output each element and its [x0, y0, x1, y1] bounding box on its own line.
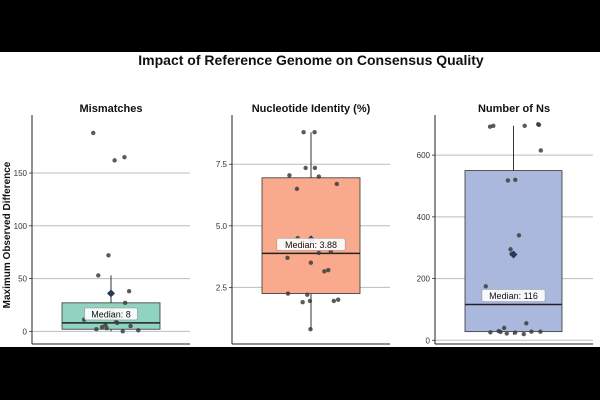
- data-point: [504, 331, 509, 336]
- mean-marker: [107, 289, 115, 298]
- y-tick-label: 200: [417, 275, 431, 284]
- median-label: Median: 8: [91, 309, 131, 319]
- data-point: [521, 331, 526, 337]
- y-tick-label: 0: [23, 327, 28, 336]
- data-point: [300, 299, 305, 305]
- data-point: [106, 253, 111, 258]
- median-label-box: [84, 307, 138, 321]
- y-tick-label: 150: [14, 169, 28, 178]
- chart-title: Impact of Reference Genome on Consensus …: [138, 52, 484, 68]
- data-point: [529, 329, 534, 334]
- data-point: [505, 178, 511, 183]
- panel-3: Number of Ns 0 200 400 600 Median: 116: [417, 103, 593, 345]
- panel-title: Nucleotide Identity (%): [252, 103, 371, 115]
- data-point: [316, 174, 322, 179]
- data-point: [308, 327, 313, 332]
- box-plot-chart: Impact of Reference Genome on Consensus …: [2, 52, 593, 345]
- y-tick-label: 0: [426, 336, 431, 345]
- data-point: [536, 122, 542, 128]
- mean-marker: [509, 250, 518, 259]
- data-point: [136, 328, 141, 333]
- data-point: [326, 267, 331, 273]
- panel-title: Mismatches: [80, 103, 143, 115]
- data-point: [303, 165, 308, 171]
- data-point: [508, 247, 513, 252]
- median-label: Median: 116: [489, 291, 538, 301]
- y-tick-label: 100: [14, 222, 28, 231]
- data-point: [305, 292, 310, 297]
- panel-title: Number of Ns: [478, 103, 550, 115]
- panel-2: Nucleotide Identity (%) 2.5 5.0 7.5 Median: …: [216, 103, 390, 345]
- panel-1: Mismatches 0 50 100 150 Median: 8: [14, 103, 190, 345]
- data-point: [524, 321, 529, 326]
- data-point: [498, 329, 503, 335]
- data-point: [513, 177, 518, 183]
- data-point: [488, 330, 493, 335]
- data-point: [538, 148, 543, 153]
- data-point: [312, 130, 317, 135]
- y-axis-label: Maximum Observed Difference: [2, 161, 13, 308]
- data-point: [516, 233, 522, 238]
- data-point: [128, 323, 133, 329]
- panels: Mismatches 0 50 100 150 Median: 8 Nucleotide I…: [14, 103, 593, 345]
- data-point: [285, 291, 291, 296]
- median-label-box: [481, 289, 546, 302]
- data-point: [285, 255, 290, 261]
- data-point: [287, 173, 292, 178]
- y-tick-label: 50: [18, 275, 27, 284]
- data-point: [126, 289, 132, 294]
- data-point: [522, 123, 527, 129]
- data-point: [501, 325, 507, 331]
- data-point: [487, 124, 493, 129]
- y-tick-label: 5.0: [216, 222, 228, 231]
- data-point: [331, 298, 337, 304]
- data-point: [104, 325, 109, 331]
- data-point: [316, 250, 322, 256]
- data-point: [301, 130, 306, 135]
- data-point: [335, 297, 341, 302]
- data-point: [91, 130, 96, 136]
- data-point: [120, 329, 125, 334]
- data-point: [308, 260, 314, 265]
- median-label: Median: 3.88: [285, 240, 337, 250]
- y-tick-label: 7.5: [216, 160, 228, 169]
- y-tick-label: 2.5: [216, 283, 228, 292]
- y-tick-label: 400: [417, 213, 431, 222]
- data-point: [513, 330, 518, 335]
- data-point: [312, 165, 318, 171]
- data-point: [122, 155, 127, 160]
- y-tick-label: 600: [417, 151, 431, 160]
- data-point: [96, 273, 101, 278]
- data-point: [334, 181, 339, 187]
- data-point: [94, 327, 99, 332]
- median-label-box: [276, 238, 346, 251]
- data-point: [112, 158, 117, 163]
- figure-area: Impact of Reference Genome on Consensus …: [0, 52, 600, 347]
- data-point: [322, 269, 327, 274]
- data-point: [99, 324, 105, 330]
- data-point: [307, 298, 313, 304]
- data-point: [294, 186, 300, 192]
- data-point: [538, 329, 543, 334]
- data-point: [115, 320, 120, 326]
- data-point: [122, 300, 128, 306]
- data-point: [483, 284, 488, 289]
